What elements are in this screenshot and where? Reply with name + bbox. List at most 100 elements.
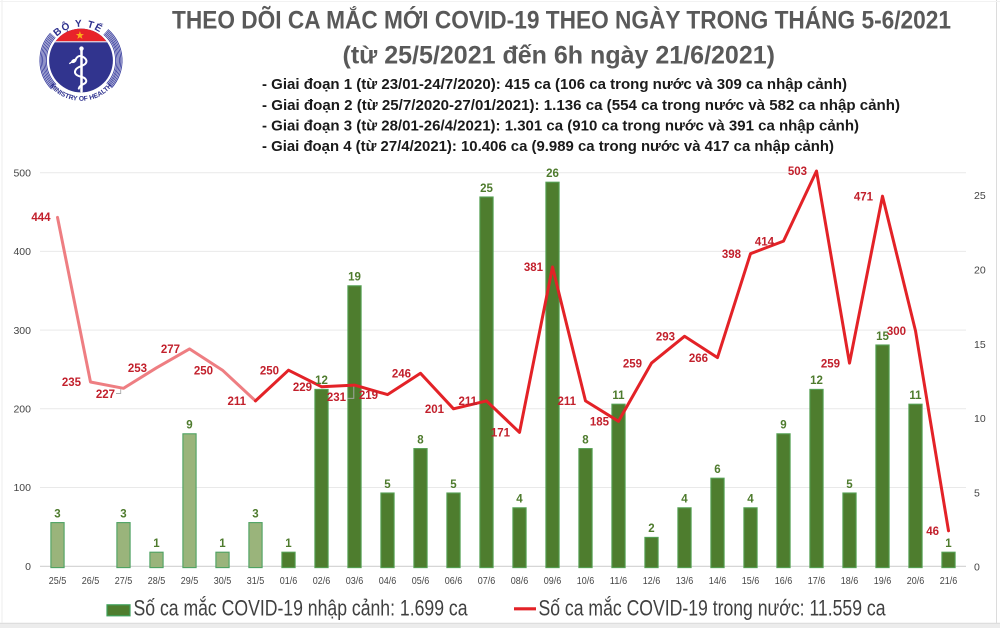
svg-text:27/5: 27/5 xyxy=(115,575,133,587)
svg-text:293: 293 xyxy=(656,332,675,344)
svg-text:01/6: 01/6 xyxy=(280,575,298,587)
svg-text:0: 0 xyxy=(25,561,31,573)
svg-text:19: 19 xyxy=(348,272,361,284)
svg-text:20/6: 20/6 xyxy=(907,575,925,587)
svg-text:08/6: 08/6 xyxy=(511,575,529,587)
svg-text:100: 100 xyxy=(13,482,31,494)
svg-text:1: 1 xyxy=(153,538,160,550)
svg-text:06/6: 06/6 xyxy=(445,575,463,587)
svg-text:12: 12 xyxy=(810,375,823,387)
svg-text:02/6: 02/6 xyxy=(313,575,331,587)
svg-text:- Giai đoạn 3 (từ 28/01-26/4/2: - Giai đoạn 3 (từ 28/01-26/4/2021): 1.30… xyxy=(262,119,859,135)
svg-text:12: 12 xyxy=(315,375,328,387)
svg-text:13/6: 13/6 xyxy=(676,575,694,587)
svg-text:300: 300 xyxy=(13,325,31,337)
svg-text:229: 229 xyxy=(293,382,312,394)
svg-text:- Giai đoạn 4 (từ 27/4/2021):: - Giai đoạn 4 (từ 27/4/2021): 10.406 ca … xyxy=(262,139,834,155)
svg-text:8: 8 xyxy=(582,434,589,446)
svg-text:231: 231 xyxy=(327,392,347,404)
svg-text:6: 6 xyxy=(714,464,720,476)
svg-text:201: 201 xyxy=(425,404,445,416)
svg-text:29/5: 29/5 xyxy=(181,575,199,587)
svg-text:246: 246 xyxy=(392,369,411,381)
svg-text:03/6: 03/6 xyxy=(346,575,364,587)
svg-text:- Giai đoạn 2 (từ 25/7/2020-27: - Giai đoạn 2 (từ 25/7/2020-27/01/2021):… xyxy=(262,98,900,114)
svg-text:3: 3 xyxy=(54,508,60,520)
svg-text:1: 1 xyxy=(219,538,226,550)
svg-text:266: 266 xyxy=(689,353,708,365)
svg-text:12/6: 12/6 xyxy=(643,575,661,587)
svg-text:235: 235 xyxy=(62,377,82,389)
svg-text:5: 5 xyxy=(846,479,853,491)
svg-text:25: 25 xyxy=(480,183,493,195)
svg-text:11/6: 11/6 xyxy=(610,575,628,587)
svg-text:250: 250 xyxy=(194,365,213,377)
svg-text:07/6: 07/6 xyxy=(478,575,496,587)
svg-text:11: 11 xyxy=(909,390,922,402)
svg-text:1: 1 xyxy=(945,538,952,550)
svg-text:259: 259 xyxy=(821,358,840,370)
svg-text:THEO DÕI CA MẮC MỚI COVID-19 T: THEO DÕI CA MẮC MỚI COVID-19 THEO NGÀY T… xyxy=(172,5,951,35)
svg-text:300: 300 xyxy=(887,326,906,338)
svg-text:4: 4 xyxy=(681,494,688,506)
svg-text:19/6: 19/6 xyxy=(874,575,892,587)
svg-text:471: 471 xyxy=(854,191,874,203)
svg-text:500: 500 xyxy=(13,167,31,179)
svg-text:4: 4 xyxy=(747,494,754,506)
svg-text:Số ca mắc COVID-19 nhập cảnh:: Số ca mắc COVID-19 nhập cảnh: 1.699 ca xyxy=(134,596,469,621)
svg-text:15: 15 xyxy=(876,331,889,343)
svg-text:25: 25 xyxy=(974,190,986,202)
svg-text:10: 10 xyxy=(974,413,986,425)
svg-text:04/6: 04/6 xyxy=(379,575,397,587)
svg-text:211: 211 xyxy=(557,396,576,408)
svg-text:400: 400 xyxy=(13,246,31,258)
svg-text:15: 15 xyxy=(974,339,986,351)
svg-text:503: 503 xyxy=(788,166,807,178)
svg-text:4: 4 xyxy=(516,494,523,506)
svg-text:26/5: 26/5 xyxy=(82,575,100,587)
svg-text:0: 0 xyxy=(974,562,980,574)
svg-text:277: 277 xyxy=(161,344,180,356)
svg-text:398: 398 xyxy=(722,249,742,261)
svg-text:46: 46 xyxy=(926,526,939,538)
svg-text:250: 250 xyxy=(260,365,279,377)
svg-text:5: 5 xyxy=(384,479,391,491)
svg-text:381: 381 xyxy=(524,262,544,274)
svg-text:30/5: 30/5 xyxy=(214,575,232,587)
svg-text:15/6: 15/6 xyxy=(742,575,760,587)
svg-text:185: 185 xyxy=(590,417,610,429)
svg-text:09/6: 09/6 xyxy=(544,575,562,587)
svg-text:5: 5 xyxy=(974,487,980,499)
svg-text:16/6: 16/6 xyxy=(775,575,793,587)
svg-text:25/5: 25/5 xyxy=(49,575,67,587)
svg-text:259: 259 xyxy=(623,358,642,370)
svg-text:3: 3 xyxy=(252,508,258,520)
svg-text:9: 9 xyxy=(186,420,192,432)
svg-text:8: 8 xyxy=(417,434,424,446)
svg-text:9: 9 xyxy=(780,420,786,432)
svg-text:1: 1 xyxy=(285,538,292,550)
svg-text:253: 253 xyxy=(128,363,147,375)
svg-text:5: 5 xyxy=(450,479,457,491)
svg-text:211: 211 xyxy=(227,396,246,408)
svg-text:21/6: 21/6 xyxy=(940,575,958,587)
svg-text:26: 26 xyxy=(546,168,559,180)
svg-text:18/6: 18/6 xyxy=(841,575,859,587)
svg-text:14/6: 14/6 xyxy=(709,575,727,587)
svg-text:219: 219 xyxy=(359,390,378,402)
svg-text:17/6: 17/6 xyxy=(808,575,826,587)
svg-text:211: 211 xyxy=(458,396,477,408)
svg-text:200: 200 xyxy=(13,404,31,416)
svg-text:31/5: 31/5 xyxy=(247,575,265,587)
svg-text:11: 11 xyxy=(612,390,625,402)
svg-text:171: 171 xyxy=(491,428,511,440)
svg-text:3: 3 xyxy=(120,508,126,520)
svg-text:227: 227 xyxy=(96,389,115,401)
svg-text:Số ca mắc COVID-19 trong nước:: Số ca mắc COVID-19 trong nước: 11.559 ca xyxy=(539,596,887,621)
svg-text:444: 444 xyxy=(31,212,51,224)
svg-text:05/6: 05/6 xyxy=(412,575,430,587)
svg-text:10/6: 10/6 xyxy=(577,575,595,587)
svg-text:28/5: 28/5 xyxy=(148,575,166,587)
svg-text:(từ 25/5/2021 đến 6h ngày 21/6: (từ 25/5/2021 đến 6h ngày 21/6/2021) xyxy=(343,42,776,70)
svg-text:2: 2 xyxy=(648,523,654,535)
